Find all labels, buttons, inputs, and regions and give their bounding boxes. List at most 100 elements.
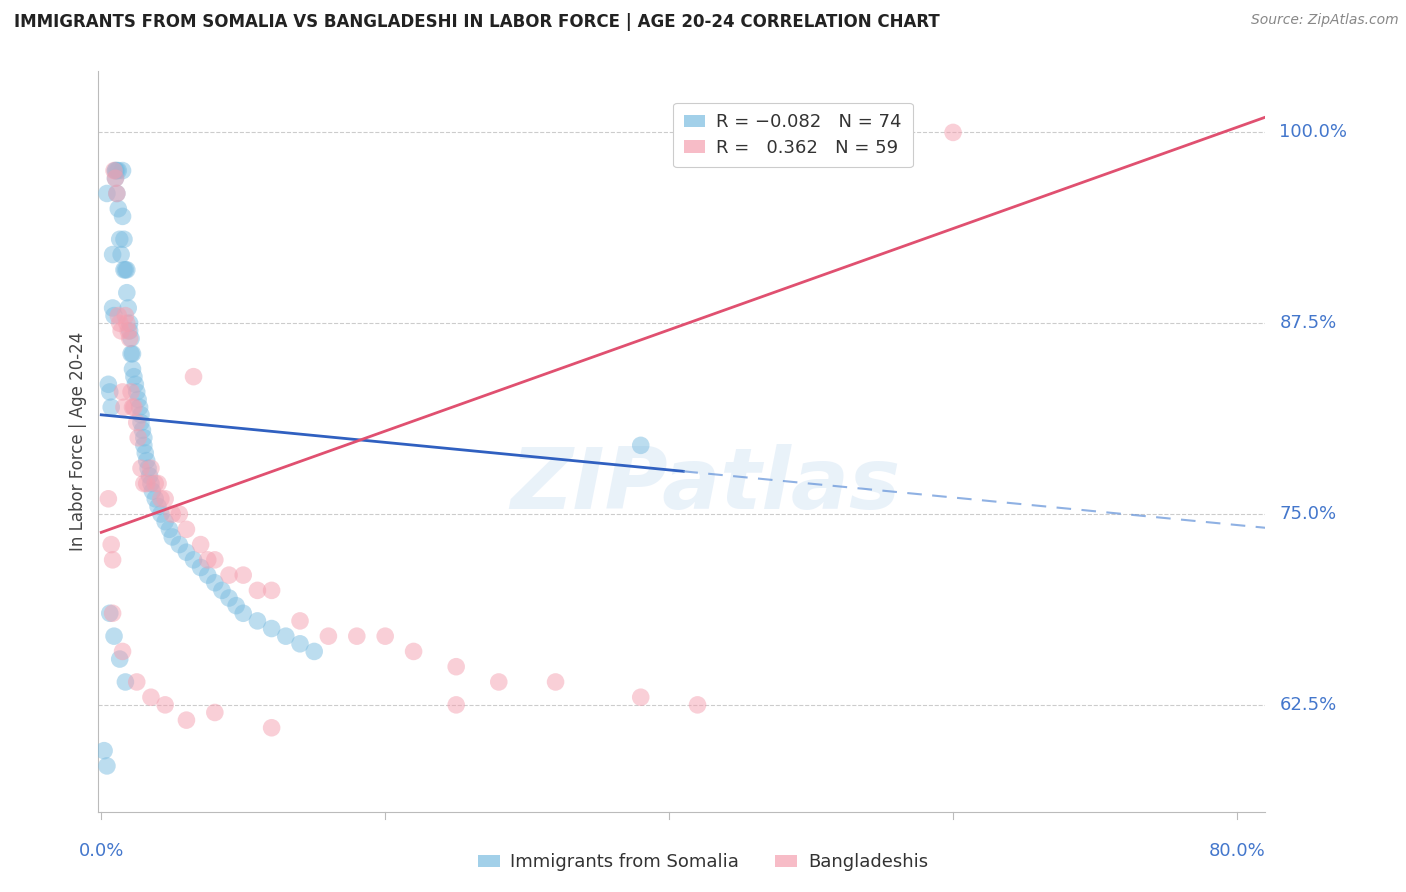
- Point: [169, 538, 191, 552]
- Point: [104, 171, 127, 186]
- Point: [108, 652, 131, 666]
- Point: [122, 369, 145, 384]
- Point: [112, 232, 135, 246]
- Point: [129, 416, 152, 430]
- Point: [129, 461, 152, 475]
- Point: [120, 384, 142, 399]
- Point: [197, 553, 219, 567]
- Point: [115, 262, 138, 277]
- Point: [105, 186, 128, 201]
- Point: [183, 553, 205, 567]
- Point: [302, 644, 325, 658]
- Text: 100.0%: 100.0%: [1279, 123, 1347, 142]
- Point: [218, 568, 240, 582]
- Point: [135, 453, 157, 467]
- Point: [162, 530, 184, 544]
- Point: [127, 431, 149, 445]
- Point: [190, 538, 212, 552]
- Point: [120, 347, 142, 361]
- Point: [111, 384, 134, 399]
- Text: Source: ZipAtlas.com: Source: ZipAtlas.com: [1251, 13, 1399, 28]
- Point: [98, 607, 121, 621]
- Point: [115, 316, 138, 330]
- Text: ZIPatlas: ZIPatlas: [510, 444, 900, 527]
- Point: [146, 476, 169, 491]
- Point: [125, 384, 148, 399]
- Point: [101, 301, 124, 315]
- Point: [98, 384, 121, 399]
- Point: [444, 698, 467, 712]
- Point: [103, 629, 125, 643]
- Point: [111, 644, 134, 658]
- Point: [96, 759, 118, 773]
- Text: IMMIGRANTS FROM SOMALIA VS BANGLADESHI IN LABOR FORCE | AGE 20-24 CORRELATION CH: IMMIGRANTS FROM SOMALIA VS BANGLADESHI I…: [14, 13, 939, 31]
- Text: 80.0%: 80.0%: [1209, 842, 1265, 860]
- Point: [112, 400, 135, 414]
- Text: 87.5%: 87.5%: [1279, 314, 1337, 332]
- Point: [111, 210, 134, 224]
- Point: [146, 500, 169, 514]
- Point: [157, 522, 180, 536]
- Point: [108, 316, 131, 330]
- Point: [114, 262, 136, 277]
- Point: [162, 507, 184, 521]
- Point: [114, 675, 136, 690]
- Point: [117, 324, 139, 338]
- Point: [153, 491, 176, 506]
- Point: [101, 553, 124, 567]
- Point: [232, 607, 254, 621]
- Point: [183, 369, 205, 384]
- Point: [139, 690, 162, 705]
- Text: 62.5%: 62.5%: [1279, 696, 1337, 714]
- Point: [131, 423, 153, 437]
- Point: [488, 675, 510, 690]
- Point: [149, 491, 172, 506]
- Point: [125, 675, 148, 690]
- Point: [942, 125, 965, 139]
- Point: [105, 186, 128, 201]
- Point: [129, 408, 152, 422]
- Point: [274, 629, 297, 643]
- Point: [104, 163, 127, 178]
- Point: [346, 629, 368, 643]
- Point: [118, 331, 141, 345]
- Point: [190, 560, 212, 574]
- Point: [100, 538, 122, 552]
- Point: [374, 629, 396, 643]
- Point: [111, 163, 134, 178]
- Point: [211, 583, 233, 598]
- Point: [96, 186, 118, 201]
- Point: [232, 568, 254, 582]
- Point: [110, 247, 132, 261]
- Point: [288, 614, 311, 628]
- Point: [260, 622, 283, 636]
- Point: [127, 392, 149, 407]
- Point: [117, 301, 139, 315]
- Point: [246, 614, 269, 628]
- Point: [121, 347, 143, 361]
- Text: 75.0%: 75.0%: [1279, 505, 1337, 523]
- Point: [246, 583, 269, 598]
- Point: [118, 324, 141, 338]
- Point: [260, 583, 283, 598]
- Point: [132, 476, 155, 491]
- Point: [114, 309, 136, 323]
- Point: [544, 675, 567, 690]
- Legend: Immigrants from Somalia, Bangladeshis: Immigrants from Somalia, Bangladeshis: [471, 847, 935, 879]
- Point: [108, 232, 131, 246]
- Point: [107, 309, 129, 323]
- Point: [101, 247, 124, 261]
- Point: [444, 659, 467, 673]
- Point: [197, 568, 219, 582]
- Point: [107, 202, 129, 216]
- Point: [121, 362, 143, 376]
- Point: [204, 553, 226, 567]
- Point: [143, 491, 166, 506]
- Point: [149, 507, 172, 521]
- Point: [225, 599, 247, 613]
- Point: [218, 591, 240, 605]
- Point: [141, 484, 163, 499]
- Point: [134, 446, 156, 460]
- Point: [105, 163, 128, 178]
- Point: [97, 377, 120, 392]
